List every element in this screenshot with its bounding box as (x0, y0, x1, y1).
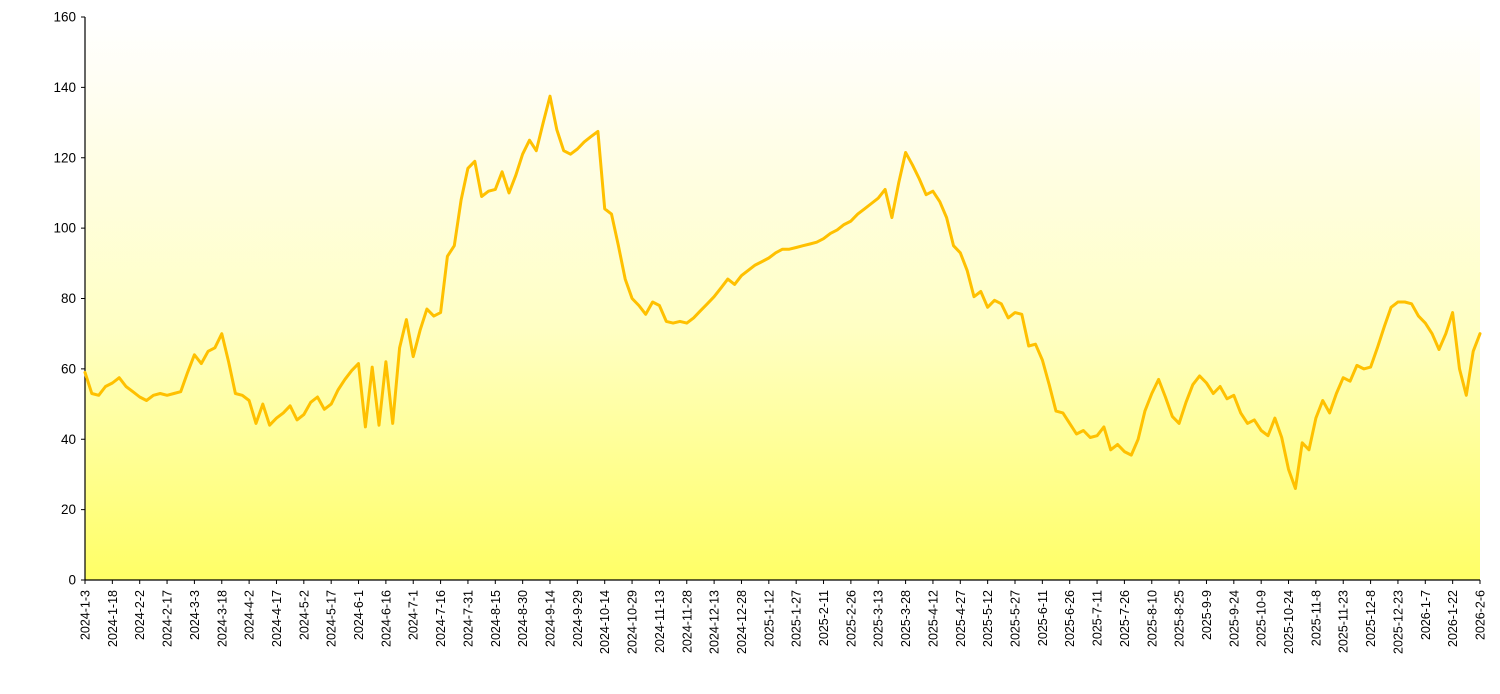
y-tick-label: 100 (53, 221, 76, 236)
y-tick-label: 80 (61, 291, 76, 306)
x-tick-label: 2024-10-14 (598, 590, 612, 654)
x-tick-label: 2025-6-26 (1063, 590, 1077, 647)
x-tick-label: 2024-12-13 (708, 590, 722, 654)
x-tick-label: 2025-9-24 (1227, 590, 1241, 647)
x-tick-label: 2024-5-17 (325, 590, 339, 647)
x-tick-label: 2024-1-3 (79, 590, 93, 640)
x-tick-label: 2025-7-26 (1118, 590, 1132, 647)
x-tick-label: 2024-12-28 (735, 590, 749, 654)
x-tick-label: 2025-4-27 (954, 590, 968, 647)
x-tick-label: 2024-2-2 (133, 590, 147, 640)
x-tick-label: 2024-3-3 (188, 590, 202, 640)
x-tick-label: 2025-12-23 (1391, 590, 1405, 654)
x-tick-label: 2025-5-12 (981, 590, 995, 647)
x-tick-label: 2024-1-18 (106, 590, 120, 647)
x-tick-label: 2024-11-13 (653, 590, 667, 653)
x-tick-label: 2025-7-11 (1091, 590, 1105, 646)
x-tick-label: 2024-7-16 (434, 590, 448, 647)
x-tick-label: 2025-2-26 (844, 590, 858, 647)
x-tick-label: 2025-3-28 (899, 590, 913, 647)
x-tick-label: 2024-10-29 (626, 590, 640, 654)
x-tick-label: 2026-2-6 (1474, 590, 1488, 640)
x-tick-label: 2025-10-9 (1255, 590, 1269, 647)
y-tick-label: 120 (53, 150, 76, 165)
y-tick-label: 40 (61, 432, 76, 447)
y-tick-label: 160 (53, 10, 76, 25)
y-tick-label: 0 (68, 573, 76, 588)
x-tick-label: 2025-8-10 (1145, 590, 1159, 647)
x-tick-label: 2024-5-2 (297, 590, 311, 640)
x-tick-label: 2024-7-31 (461, 590, 475, 647)
x-tick-label: 2024-3-18 (215, 590, 229, 647)
x-tick-label: 2025-6-11 (1036, 590, 1050, 646)
x-tick-label: 2024-8-15 (489, 590, 503, 647)
x-tick-label: 2024-11-28 (680, 590, 694, 653)
x-tick-label: 2025-1-27 (790, 590, 804, 647)
x-tick-label: 2024-9-29 (571, 590, 585, 647)
x-tick-label: 2026-1-22 (1446, 590, 1460, 647)
x-tick-label: 2024-9-14 (544, 590, 558, 647)
x-tick-label: 2024-6-16 (379, 590, 393, 647)
x-tick-label: 2024-4-17 (270, 590, 284, 647)
x-tick-label: 2025-4-12 (926, 590, 940, 647)
x-tick-label: 2025-2-11 (817, 590, 831, 646)
x-tick-label: 2025-8-25 (1173, 590, 1187, 647)
x-tick-label: 2024-4-2 (243, 590, 257, 640)
plot-area (85, 17, 1480, 580)
y-tick-label: 60 (61, 361, 76, 376)
x-tick-label: 2025-10-24 (1282, 590, 1296, 654)
x-tick-label: 2025-12-8 (1364, 590, 1378, 647)
x-tick-label: 2025-3-13 (872, 590, 886, 647)
x-tick-label: 2025-9-9 (1200, 590, 1214, 640)
x-tick-label: 2024-6-1 (352, 590, 366, 640)
y-tick-label: 20 (61, 502, 76, 517)
x-tick-label: 2025-11-23 (1337, 590, 1351, 653)
x-tick-label: 2026-1-7 (1419, 590, 1433, 640)
x-tick-label: 2024-8-30 (516, 590, 530, 647)
x-tick-label: 2024-2-17 (161, 590, 175, 647)
series-line (83, 94, 1482, 490)
x-tick-label: 2025-11-8 (1309, 590, 1323, 646)
x-tick-label: 2025-5-27 (1009, 590, 1023, 647)
y-tick-label: 140 (53, 80, 76, 95)
x-tick-label: 2024-7-1 (407, 590, 421, 640)
x-tick-label: 2025-1-12 (762, 590, 776, 647)
